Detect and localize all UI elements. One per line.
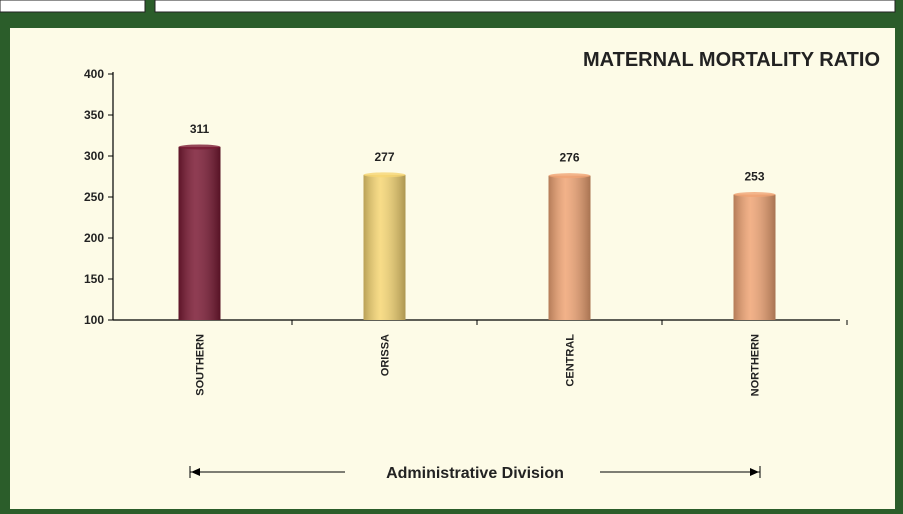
x-tick-label: CENTRAL bbox=[565, 334, 577, 387]
y-tick-label: 300 bbox=[84, 149, 104, 163]
y-tick-label: 250 bbox=[84, 190, 104, 204]
arrow-head bbox=[750, 468, 759, 476]
bar-cap bbox=[733, 192, 776, 198]
bar-shade bbox=[733, 194, 776, 320]
bar-cap bbox=[548, 173, 591, 179]
bar-cap bbox=[363, 172, 406, 178]
top-box bbox=[0, 0, 146, 13]
x-tick-label: ORISSA bbox=[380, 334, 392, 376]
y-tick-label: 200 bbox=[84, 231, 104, 245]
y-tick-label: 100 bbox=[84, 313, 104, 327]
bar-shade bbox=[363, 174, 406, 320]
y-tick-label: 150 bbox=[84, 272, 104, 286]
x-axis-label: Administrative Division bbox=[386, 465, 564, 482]
arrow-head bbox=[191, 468, 200, 476]
bar-cap bbox=[178, 144, 221, 150]
x-tick-label: NORTHERN bbox=[750, 334, 762, 396]
value-label: 276 bbox=[559, 151, 579, 165]
bar-shade bbox=[548, 175, 591, 320]
bar-shade bbox=[178, 146, 221, 320]
value-label: 311 bbox=[190, 122, 210, 136]
axis-arrow bbox=[189, 466, 761, 478]
chart-title: MATERNAL MORTALITY RATIO bbox=[583, 49, 880, 71]
y-tick-label: 400 bbox=[84, 67, 104, 81]
value-label: 253 bbox=[744, 170, 764, 184]
value-label: 277 bbox=[374, 150, 394, 164]
x-tick-label: SOUTHERN bbox=[195, 334, 207, 396]
top-box bbox=[154, 0, 896, 13]
y-tick-label: 350 bbox=[84, 108, 104, 122]
